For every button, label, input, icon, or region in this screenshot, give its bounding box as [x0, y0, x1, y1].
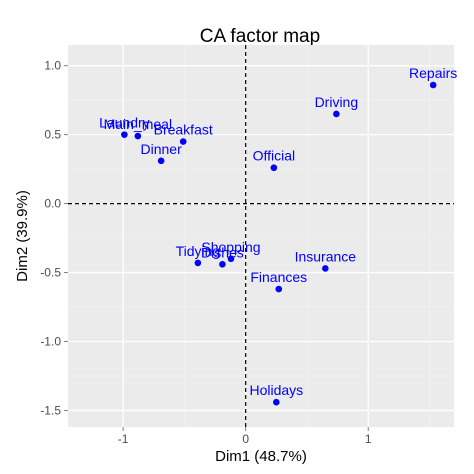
reference-lines — [68, 45, 454, 427]
data-point-label: Official — [253, 148, 296, 164]
data-point — [429, 81, 437, 89]
x-tick-label: 0 — [242, 432, 249, 446]
data-point — [275, 285, 283, 293]
data-points — [121, 81, 437, 406]
y-tick-label: 0.0 — [44, 197, 61, 211]
data-point — [121, 131, 128, 138]
plot-panel — [68, 45, 454, 427]
y-tick-label: 0.5 — [44, 128, 61, 142]
data-point-label: Repairs — [409, 65, 457, 81]
data-point — [273, 398, 280, 406]
minor-gridlines — [68, 45, 454, 427]
x-tick-label: -1 — [118, 432, 129, 446]
data-point-label: Laundry — [99, 115, 150, 131]
data-point-label: Dinner — [141, 141, 183, 157]
data-point-label: Holidays — [249, 382, 303, 398]
data-point — [322, 265, 329, 272]
data-point — [219, 260, 226, 268]
data-point-label: Dishes — [201, 244, 244, 260]
y-tick-label: -0.5 — [40, 266, 61, 280]
y-axis-ticks: -1.5 -1.0 -0.5 0.0 0.5 1.0 — [40, 59, 68, 417]
data-point-label: Main_meal — [104, 116, 172, 132]
x-axis-title: Dim1 (48.7%) — [215, 448, 307, 465]
data-point-label: Tidying — [176, 243, 221, 259]
data-point — [134, 132, 142, 140]
data-point-label: Finances — [250, 269, 307, 285]
y-tick-label: 1.0 — [44, 59, 61, 73]
data-point — [179, 138, 187, 145]
x-tick-label: 1 — [365, 432, 372, 446]
data-point — [157, 157, 165, 165]
data-point-label: Breakfast — [154, 122, 213, 138]
y-tick-label: -1.0 — [40, 334, 61, 348]
data-point-label: Insurance — [295, 248, 357, 264]
chart-title: CA factor map — [200, 26, 320, 47]
data-point-label: Driving — [315, 94, 359, 110]
data-point — [270, 164, 278, 172]
data-point-label: Shopping — [201, 239, 260, 255]
y-tick-label: -1.5 — [40, 403, 61, 417]
data-point — [333, 110, 340, 118]
data-point — [227, 255, 235, 263]
y-axis-title: Dim2 (39.9%) — [14, 190, 31, 282]
x-axis-ticks: -1 0 1 — [118, 427, 372, 446]
data-point — [194, 259, 202, 267]
